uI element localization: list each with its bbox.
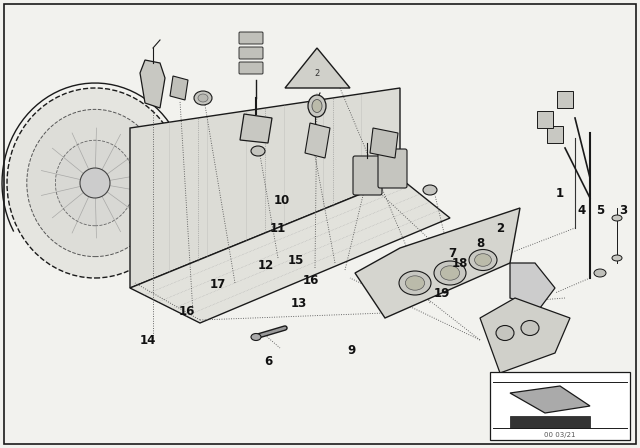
Text: 1: 1: [556, 186, 564, 199]
Ellipse shape: [399, 271, 431, 295]
Text: 3: 3: [619, 203, 627, 216]
Text: 5: 5: [596, 203, 604, 216]
Ellipse shape: [198, 94, 208, 102]
Text: 18: 18: [452, 257, 468, 270]
Ellipse shape: [56, 140, 134, 226]
Text: 6: 6: [264, 354, 272, 367]
Ellipse shape: [469, 250, 497, 271]
Ellipse shape: [440, 266, 460, 280]
FancyBboxPatch shape: [239, 47, 263, 59]
Ellipse shape: [308, 95, 326, 117]
Ellipse shape: [475, 254, 492, 266]
Ellipse shape: [612, 215, 622, 221]
Bar: [490, 372, 630, 440]
Polygon shape: [510, 386, 590, 413]
Polygon shape: [370, 128, 398, 158]
Polygon shape: [480, 298, 570, 373]
Polygon shape: [140, 60, 165, 108]
Polygon shape: [305, 123, 330, 158]
Text: 16: 16: [179, 305, 195, 318]
Text: 13: 13: [291, 297, 307, 310]
Ellipse shape: [496, 326, 514, 340]
Ellipse shape: [251, 146, 265, 156]
Text: 14: 14: [140, 333, 156, 346]
Polygon shape: [537, 111, 553, 128]
FancyBboxPatch shape: [378, 149, 407, 188]
Text: 7: 7: [448, 246, 456, 259]
Ellipse shape: [434, 261, 466, 285]
Ellipse shape: [312, 99, 322, 112]
Polygon shape: [510, 263, 555, 308]
Text: 00 03/21: 00 03/21: [544, 432, 576, 438]
Ellipse shape: [27, 109, 163, 257]
Text: 10: 10: [274, 194, 290, 207]
Text: 8: 8: [476, 237, 484, 250]
Ellipse shape: [251, 333, 261, 340]
Polygon shape: [355, 208, 520, 318]
Polygon shape: [547, 126, 563, 143]
Polygon shape: [240, 114, 272, 143]
Text: 12: 12: [258, 258, 274, 271]
Text: 17: 17: [210, 277, 226, 290]
FancyBboxPatch shape: [239, 32, 263, 44]
Bar: [510, 416, 590, 428]
Text: 2: 2: [314, 69, 319, 78]
FancyBboxPatch shape: [353, 156, 382, 195]
Ellipse shape: [594, 269, 606, 277]
Text: 11: 11: [270, 221, 286, 234]
Text: 16: 16: [303, 273, 319, 287]
Polygon shape: [557, 91, 573, 108]
Polygon shape: [170, 76, 188, 100]
Ellipse shape: [521, 320, 539, 336]
Text: 15: 15: [288, 254, 304, 267]
Polygon shape: [285, 48, 350, 88]
FancyBboxPatch shape: [239, 62, 263, 74]
Text: 9: 9: [348, 344, 356, 357]
Ellipse shape: [405, 276, 424, 290]
Polygon shape: [130, 178, 450, 323]
Polygon shape: [130, 88, 400, 288]
Ellipse shape: [7, 88, 183, 278]
Ellipse shape: [423, 185, 437, 195]
Ellipse shape: [612, 255, 622, 261]
Text: 4: 4: [578, 203, 586, 216]
Text: 2: 2: [496, 221, 504, 234]
Ellipse shape: [80, 168, 110, 198]
Text: 19: 19: [434, 287, 450, 300]
Ellipse shape: [194, 91, 212, 105]
